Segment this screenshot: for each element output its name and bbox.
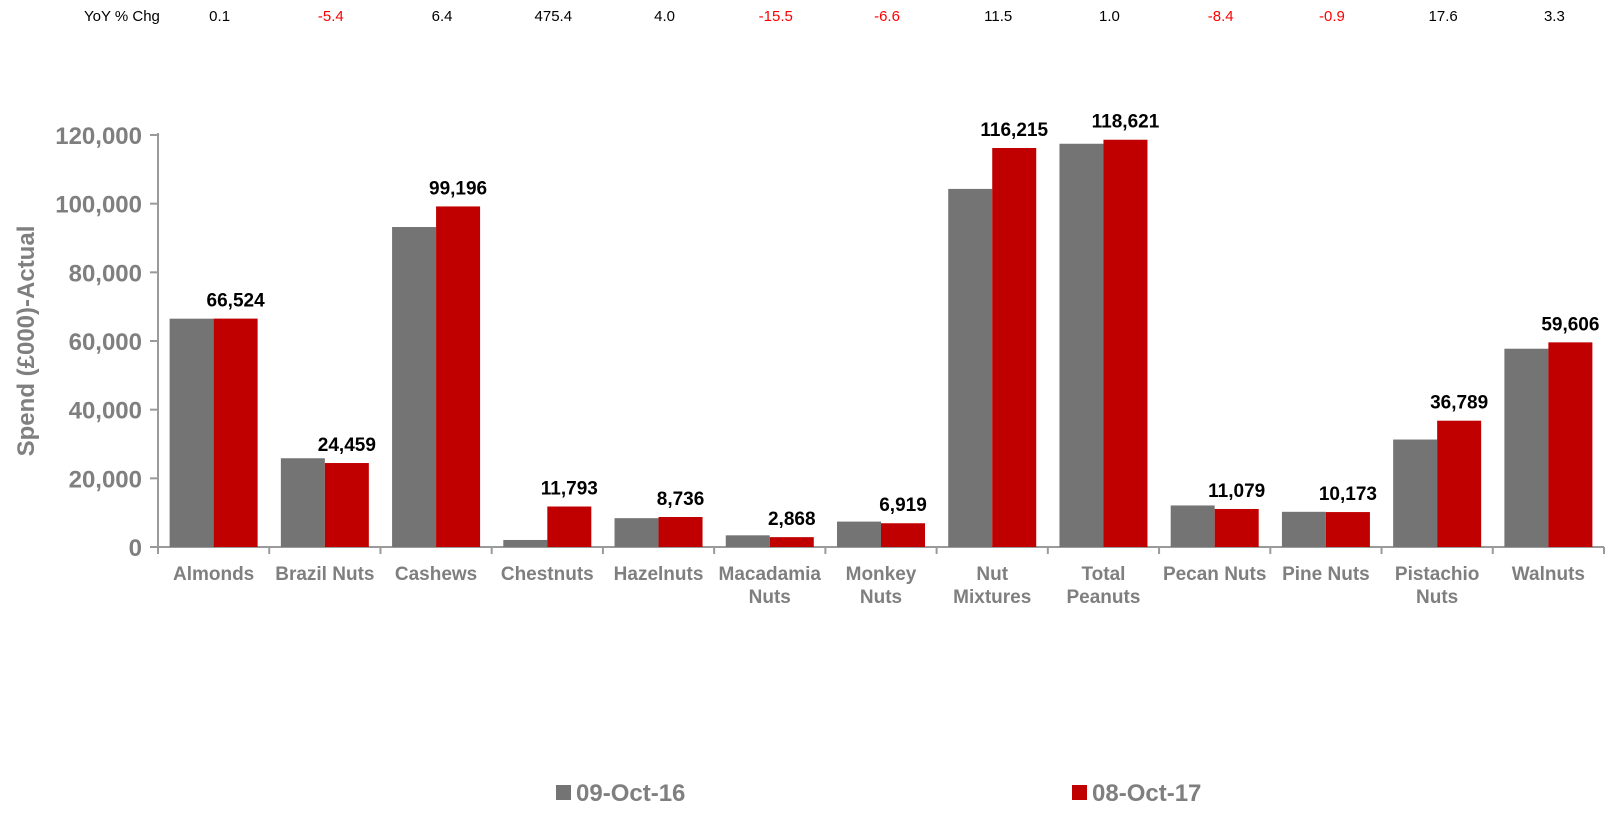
data-label: 116,215	[980, 120, 1048, 141]
yoy-value: 1.0	[1099, 8, 1120, 25]
bar-09-oct-16	[169, 318, 214, 547]
yoy-value: -6.6	[874, 8, 900, 25]
yoy-value: -15.5	[758, 8, 793, 25]
y-tick-label: 100,000	[55, 192, 142, 219]
bar-08-oct-17	[992, 147, 1037, 547]
data-label: 6,919	[879, 495, 927, 516]
data-label: 11,079	[1208, 481, 1265, 502]
data-label: 59,606	[1541, 314, 1599, 335]
data-label: 24,459	[318, 435, 376, 456]
bar-09-oct-16	[280, 458, 325, 547]
yoy-change-row: YoY % Chg 0.1 -5.4 6.4 475.4 4.0 -15.5 -6.6 11.…	[0, 0, 1608, 40]
bar-08-oct-17	[1548, 342, 1593, 547]
data-label: 99,196	[429, 178, 487, 199]
yoy-value: -5.4	[317, 8, 344, 25]
x-category-label: Monkey	[846, 564, 917, 585]
bar-09-oct-16	[1393, 439, 1438, 547]
legend-swatch	[556, 785, 571, 800]
yoy-value: -0.9	[1318, 8, 1345, 25]
bar-08-oct-17	[324, 463, 369, 547]
bar-09-oct-16	[614, 518, 659, 547]
legend-swatch	[1072, 785, 1087, 800]
bar-09-oct-16	[1504, 348, 1549, 547]
x-category-label: Pine Nuts	[1282, 564, 1370, 585]
x-category-label: Mixtures	[953, 587, 1031, 608]
yoy-label: YoY % Chg	[84, 8, 160, 25]
data-label: 66,524	[207, 291, 266, 312]
bar-08-oct-17	[1437, 420, 1482, 547]
x-category-label: Peanuts	[1067, 587, 1141, 608]
bar-08-oct-17	[1103, 139, 1148, 548]
y-tick-label: 0	[129, 535, 142, 562]
data-label: 118,621	[1092, 112, 1160, 133]
bar-08-oct-17	[547, 506, 592, 547]
x-category-label: Macadamia	[719, 564, 822, 585]
x-category-label: Nuts	[749, 587, 791, 608]
bar-09-oct-16	[948, 188, 993, 548]
x-category-label: Total	[1081, 564, 1125, 585]
yoy-value: 6.4	[431, 8, 453, 25]
bar-08-oct-17	[213, 318, 258, 547]
x-category-label: Almonds	[173, 564, 254, 585]
y-axis-title: Spend (£000)-Actual	[13, 226, 40, 457]
legend-label: 09-Oct-16	[576, 780, 685, 807]
bar-09-oct-16	[1059, 143, 1104, 547]
bar-09-oct-16	[725, 535, 770, 547]
yoy-value: 0.1	[209, 8, 231, 25]
data-label: 8,736	[657, 489, 705, 510]
x-category-label: Walnuts	[1512, 564, 1585, 585]
yoy-value: 475.4	[534, 8, 573, 25]
bar-08-oct-17	[1325, 512, 1370, 547]
bar-08-oct-17	[658, 517, 703, 547]
x-category-label: Cashews	[395, 564, 477, 585]
y-tick-label: 120,000	[55, 123, 142, 150]
y-tick-label: 20,000	[69, 466, 142, 493]
bar-09-oct-16	[1170, 505, 1215, 547]
x-category-label: Pecan Nuts	[1163, 564, 1266, 585]
x-category-label: Chestnuts	[501, 564, 594, 585]
x-category-label: Brazil Nuts	[275, 564, 374, 585]
data-label: 10,173	[1319, 484, 1377, 505]
bar-09-oct-16	[1281, 511, 1326, 547]
bar-09-oct-16	[837, 521, 881, 547]
yoy-value: 11.5	[984, 8, 1013, 25]
bar-08-oct-17	[769, 537, 814, 547]
bar-09-oct-16	[392, 227, 437, 547]
x-category-label: Nuts	[1416, 587, 1458, 608]
bar-08-oct-17	[881, 523, 925, 547]
x-category-label: Nut	[976, 564, 1008, 585]
x-category-label: Pistachio	[1395, 564, 1479, 585]
y-tick-label: 40,000	[69, 398, 142, 425]
x-category-label: Nuts	[860, 587, 902, 608]
yoy-value: 17.6	[1428, 8, 1458, 25]
x-category-label: Hazelnuts	[614, 564, 704, 585]
bar-08-oct-17	[436, 206, 481, 547]
data-label: 11,793	[541, 479, 598, 500]
yoy-value: 4.0	[654, 8, 675, 25]
data-label: 2,868	[768, 509, 816, 530]
y-tick-label: 60,000	[69, 329, 142, 356]
y-tick-label: 80,000	[69, 260, 142, 287]
bar-09-oct-16	[503, 539, 548, 547]
data-label: 36,789	[1430, 393, 1488, 414]
yoy-value: -8.4	[1207, 8, 1234, 25]
bar-08-oct-17	[1214, 508, 1259, 547]
legend-label: 08-Oct-17	[1092, 780, 1201, 807]
yoy-value: 3.3	[1543, 8, 1565, 25]
